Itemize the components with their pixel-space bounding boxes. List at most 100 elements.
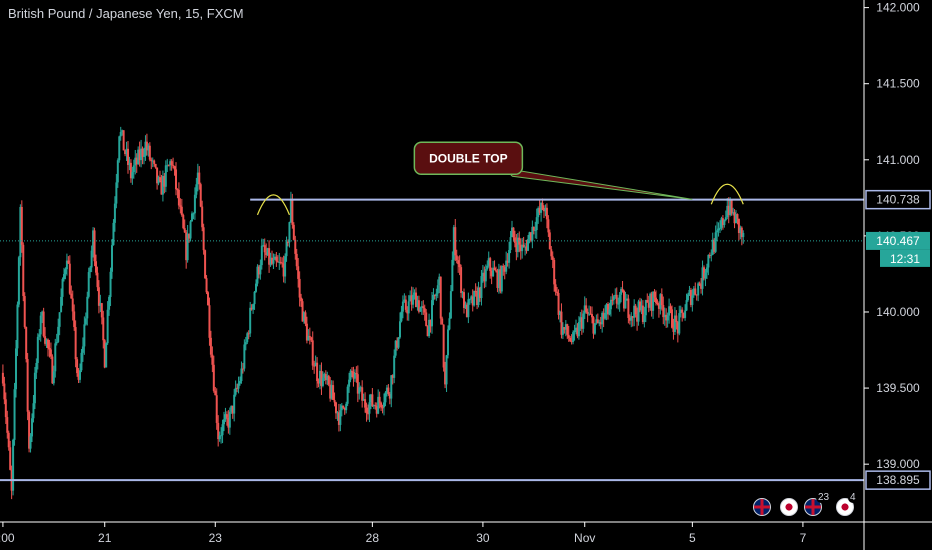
candle-body bbox=[713, 239, 716, 252]
candle-body bbox=[742, 232, 745, 238]
candle-body bbox=[505, 260, 508, 272]
candle-body bbox=[396, 340, 399, 348]
candle-body bbox=[473, 290, 476, 306]
candle-body bbox=[211, 354, 214, 365]
candle-body bbox=[209, 337, 212, 355]
candle-body bbox=[79, 370, 81, 380]
candle-body bbox=[314, 362, 317, 367]
candle-body bbox=[303, 312, 305, 322]
candle-body bbox=[687, 294, 689, 301]
candle-body bbox=[413, 292, 416, 295]
candle-body bbox=[313, 365, 316, 367]
candle-body bbox=[660, 294, 663, 306]
candle-body bbox=[716, 230, 719, 233]
candle-body bbox=[433, 294, 436, 297]
candle-body bbox=[163, 175, 166, 187]
candle-body bbox=[250, 307, 253, 310]
candle-body bbox=[644, 300, 647, 316]
candle-body bbox=[623, 290, 625, 309]
candle-body bbox=[476, 291, 479, 306]
candle-body bbox=[694, 288, 697, 295]
candle-body bbox=[15, 348, 17, 390]
candle-body bbox=[9, 447, 12, 470]
candle-body bbox=[153, 160, 156, 164]
candle-body bbox=[401, 301, 404, 312]
candle-body bbox=[604, 312, 607, 319]
candle-body bbox=[255, 283, 257, 292]
candle-body bbox=[231, 405, 234, 414]
candle-body bbox=[300, 297, 303, 302]
uk-flag-icon[interactable] bbox=[753, 498, 771, 516]
candle-body bbox=[737, 218, 740, 233]
candle-body bbox=[490, 270, 493, 277]
candle-body bbox=[143, 156, 145, 158]
candle-body bbox=[86, 296, 89, 319]
candle-body bbox=[387, 387, 390, 395]
time-axis[interactable]: 6:00 21 23 28 30 Nov 5 7 bbox=[0, 522, 807, 545]
candle-body bbox=[428, 319, 431, 337]
candle-body bbox=[617, 303, 620, 305]
candle-body bbox=[310, 337, 313, 341]
jp-flag-icon[interactable] bbox=[836, 498, 854, 516]
candle-body bbox=[559, 311, 561, 315]
candle-body bbox=[16, 304, 19, 349]
uk-flag-icon[interactable] bbox=[804, 498, 822, 516]
candle-body bbox=[652, 291, 655, 311]
candle-body bbox=[127, 148, 129, 165]
candle-body bbox=[76, 359, 79, 374]
jp-flag-icon[interactable] bbox=[780, 498, 798, 516]
candle-body bbox=[569, 337, 572, 342]
candle-body bbox=[336, 412, 339, 414]
candle-body bbox=[470, 296, 473, 300]
candle-body bbox=[579, 317, 582, 323]
candle-body bbox=[108, 296, 111, 310]
candle-body bbox=[630, 316, 633, 321]
candle-body bbox=[266, 248, 269, 256]
candle-body bbox=[353, 372, 356, 379]
candle-body bbox=[103, 340, 106, 368]
candle-body bbox=[451, 259, 454, 292]
candle-body bbox=[81, 346, 84, 353]
candle-body bbox=[57, 326, 60, 342]
candle-body bbox=[544, 207, 547, 212]
candle-body bbox=[487, 258, 490, 266]
candle-body bbox=[615, 294, 618, 304]
candle-body bbox=[397, 337, 400, 348]
callout-box bbox=[413, 141, 524, 176]
candle-body bbox=[276, 261, 279, 263]
candle-body bbox=[442, 324, 445, 368]
candle-body bbox=[294, 239, 297, 254]
candle-body bbox=[35, 362, 38, 373]
candle-body bbox=[570, 341, 573, 343]
candle-body bbox=[124, 150, 127, 155]
candle-body bbox=[589, 313, 592, 315]
candle-body bbox=[93, 230, 96, 262]
candle-body bbox=[358, 387, 361, 394]
candle-body bbox=[534, 230, 537, 232]
candle-body bbox=[186, 233, 189, 261]
candle-body bbox=[128, 162, 131, 165]
candle-body bbox=[239, 381, 241, 384]
candle-body bbox=[295, 253, 298, 267]
candle-body bbox=[420, 306, 423, 308]
candle-body bbox=[220, 435, 223, 437]
candle-body bbox=[556, 291, 559, 293]
candle-body bbox=[156, 167, 159, 184]
candle-body bbox=[364, 399, 367, 408]
candle-body bbox=[403, 299, 406, 302]
candle-body bbox=[55, 341, 58, 344]
candle-body bbox=[513, 237, 516, 243]
candle-body bbox=[132, 165, 135, 173]
candle-body bbox=[672, 327, 675, 332]
candle-body bbox=[688, 290, 691, 295]
candle-body bbox=[215, 395, 218, 423]
candle-body bbox=[573, 330, 576, 333]
price-axis[interactable]: 142.000141.500141.000140.500140.000139.5… bbox=[864, 1, 931, 490]
level-price-label-box bbox=[865, 189, 931, 210]
candle-body bbox=[595, 319, 598, 324]
candle-body bbox=[586, 311, 589, 314]
candle-body bbox=[349, 370, 352, 380]
candle-body bbox=[223, 419, 225, 425]
event-count-badge: 23 bbox=[816, 492, 832, 503]
